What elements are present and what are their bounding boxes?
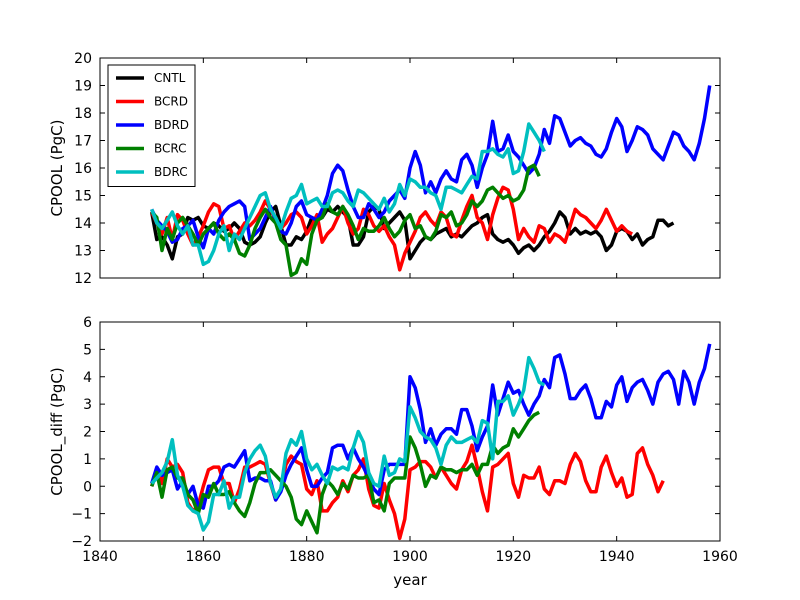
y-axis-label-top: CPOOL (PgC) xyxy=(48,119,66,216)
series-line-bdrd-bottom xyxy=(150,343,712,510)
series-line-bcrd-top xyxy=(150,185,634,272)
y-tick-label: 12 xyxy=(74,271,92,287)
x-tick-label: 1960 xyxy=(702,549,738,565)
y-tick-label: −2 xyxy=(71,534,92,550)
series-line-bcrc-bottom xyxy=(150,410,541,535)
series-group-top xyxy=(149,85,712,278)
panel-bottom: 1840 1860 1880 1900 1920 1940 1960 −2 −1 0 1 2 3 4 5 6 C… xyxy=(48,315,738,589)
y-tick-label: 18 xyxy=(74,106,92,122)
x-tick-label: 1860 xyxy=(186,549,222,565)
legend-label-bcrd: BCRD xyxy=(154,95,188,109)
y-axis-label-bottom: CPOOL_diff (PgC) xyxy=(48,367,67,496)
series-group-bottom xyxy=(150,343,712,541)
y-tick-label: 15 xyxy=(74,189,92,205)
x-tick-label: 1920 xyxy=(496,549,532,565)
panel-top: 12 13 14 15 16 17 18 19 20 CPOOL (PgC) CNTL BCRD BDR… xyxy=(48,51,721,287)
series-line-bdrd-top xyxy=(150,85,712,250)
y-tick-label: 4 xyxy=(83,370,92,386)
legend-label-bdrd: BDRD xyxy=(154,118,189,132)
y-tick-label: 16 xyxy=(74,161,92,177)
y-tick-label: −1 xyxy=(71,507,92,523)
y-tick-label: 17 xyxy=(74,134,92,150)
y-tick-label: 13 xyxy=(74,244,92,260)
y-tick-label: 14 xyxy=(74,216,92,232)
y-tick-label: 1 xyxy=(83,452,92,468)
y-tick-label: 0 xyxy=(83,479,92,495)
y-tick-label: 3 xyxy=(83,397,92,413)
x-axis-label: year xyxy=(393,571,427,589)
legend-label-cntl: CNTL xyxy=(154,71,186,85)
legend-label-bcrc: BCRC xyxy=(154,142,187,156)
legend-label-bdrc: BDRC xyxy=(154,165,188,179)
series-line-bdrc-bottom xyxy=(150,355,546,532)
x-tick-label: 1880 xyxy=(289,549,325,565)
y-tick-label: 6 xyxy=(83,315,92,331)
series-line-cntl-top xyxy=(149,204,675,261)
y-tick-label: 2 xyxy=(83,425,92,441)
x-tick-label: 1900 xyxy=(392,549,428,565)
legend: CNTL BCRD BDRD BCRC BDRC xyxy=(107,64,196,187)
x-tick-label: 1940 xyxy=(599,549,635,565)
x-tick-label: 1840 xyxy=(82,549,118,565)
series-line-bcrc-top xyxy=(150,163,541,278)
series-line-bdrc-top xyxy=(150,122,546,267)
y-tick-label: 19 xyxy=(74,79,92,95)
y-tick-label: 5 xyxy=(83,342,92,358)
y-tick-label: 20 xyxy=(74,51,92,67)
